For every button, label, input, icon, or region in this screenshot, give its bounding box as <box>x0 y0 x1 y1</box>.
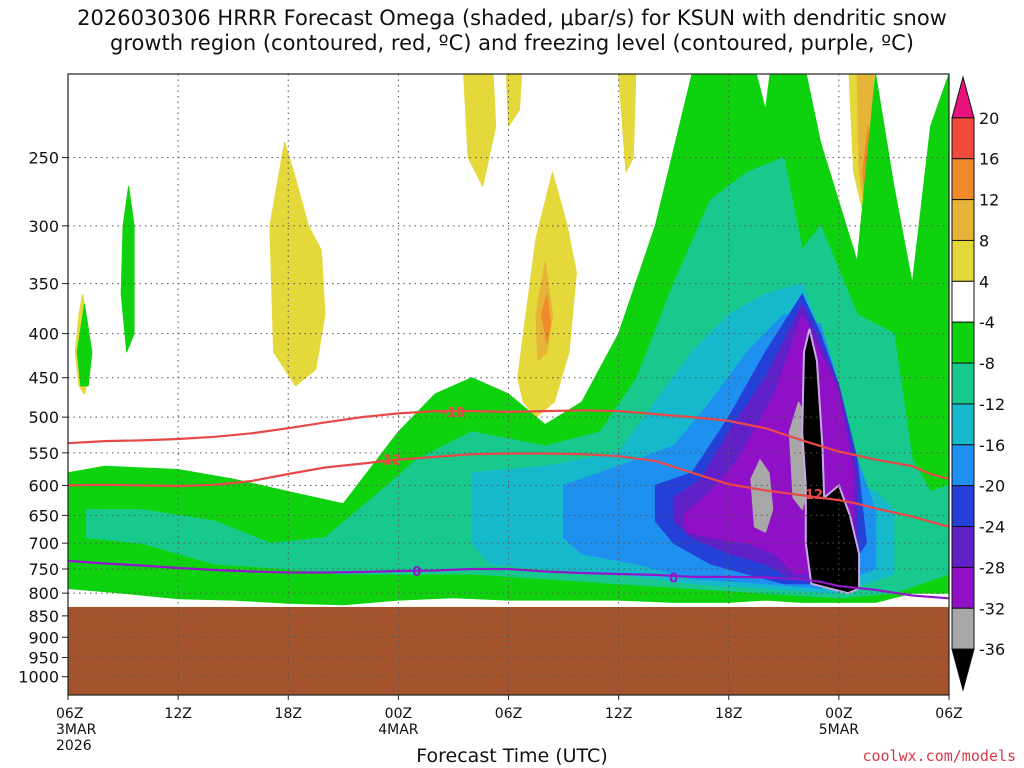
contour-label-2: 0 <box>412 565 421 580</box>
y-tick-label-450: 450 <box>28 369 59 388</box>
chart-title: 2026030306 HRRR Forecast Omega (shaded, … <box>0 6 1024 56</box>
y-tick-label-350: 350 <box>28 275 59 294</box>
contour-label-s1: -12 <box>800 488 824 503</box>
x-tick-label-2: 18Z <box>275 706 302 722</box>
colorbar-bin-11 <box>951 526 975 568</box>
contour-line--18 <box>68 409 949 481</box>
colorbar-bin-4 <box>951 239 975 282</box>
omega-region-8 <box>643 0 667 35</box>
colorbar-label-12: -32 <box>979 599 1005 618</box>
below-ground-mask <box>68 606 949 695</box>
y-tick-label-600: 600 <box>28 476 59 495</box>
y-tick-label-700: 700 <box>28 534 59 553</box>
colorbar-top-arrow <box>951 75 975 119</box>
y-tick-label-850: 850 <box>28 607 59 626</box>
contour-line-0 <box>68 559 949 600</box>
x-tick-label-3: 00Z <box>385 706 412 722</box>
colorbar-bin-9 <box>951 444 975 487</box>
omega-region-1 <box>116 0 123 35</box>
omega-region-13 <box>541 293 552 344</box>
y-tick-label-550: 550 <box>28 444 59 463</box>
contour-label-1: -12 <box>377 454 401 469</box>
colorbar-bin-2 <box>951 158 975 201</box>
x-tick-label-0: 06Z <box>56 706 83 722</box>
x-tick-label-5: 12Z <box>605 706 632 722</box>
omega-region-29 <box>750 459 774 533</box>
colorbar-label-13: -36 <box>979 640 1005 659</box>
chart-title-line-2: growth region (contoured, red, ºC) and f… <box>110 31 914 55</box>
x-tick-year-0: 2026 <box>56 738 92 754</box>
y-tick-label-500: 500 <box>28 408 59 427</box>
y-tick-label-400: 400 <box>28 325 59 344</box>
omega-region-5 <box>505 74 523 127</box>
y-tick-label-950: 950 <box>28 649 59 668</box>
colorbar-label-7: -12 <box>979 395 1005 414</box>
y-tick-label-750: 750 <box>28 560 59 579</box>
contour-label-s2: 0 <box>669 571 678 586</box>
grid-lines <box>68 74 949 695</box>
x-tick-label-8: 06Z <box>935 706 962 722</box>
colorbar-bottom-arrow <box>951 648 975 692</box>
temperature-contours: -18 -12 0 -12 0 <box>68 406 949 600</box>
contour-line--12 <box>68 452 949 528</box>
colorbar-label-4: 4 <box>979 272 989 291</box>
contour-label-0: -18 <box>442 406 466 421</box>
y-tick-label-250: 250 <box>28 149 59 168</box>
x-tick-date-7: 5MAR <box>819 722 860 738</box>
colorbar-label-5: -4 <box>979 313 995 332</box>
colorbar-label-1: 16 <box>979 150 999 169</box>
x-tick-label-6: 18Z <box>715 706 742 722</box>
y-tick-label-650: 650 <box>28 506 59 525</box>
colorbar-bin-13 <box>951 607 975 650</box>
omega-region-7 <box>618 74 637 173</box>
omega-region-20 <box>76 303 93 387</box>
source-credit: coolwx.com/models <box>862 747 1016 765</box>
colorbar-label-11: -28 <box>979 558 1005 577</box>
colorbar-bin-8 <box>951 403 975 446</box>
colorbar-label-10: -24 <box>979 518 1005 537</box>
y-tick-label-900: 900 <box>28 628 59 647</box>
ground-fill <box>68 606 949 695</box>
colorbar-label-6: -8 <box>979 354 995 373</box>
y-tick-label-300: 300 <box>28 217 59 236</box>
colorbar-label-2: 12 <box>979 191 999 210</box>
x-tick-label-4: 06Z <box>495 706 522 722</box>
x-tick-date-3: 4MAR <box>378 722 419 738</box>
colorbar-bin-5 <box>951 280 975 323</box>
omega-region-4 <box>463 74 497 187</box>
x-tick-date-0: 3MAR <box>56 722 97 738</box>
omega-region-outline-31 <box>801 328 861 595</box>
pressure-axis: 250 300 350 400 450 500 550 600 650 700 750 800 850 9… <box>18 149 68 687</box>
colorbar-bin-7 <box>951 362 975 405</box>
y-tick-label-800: 800 <box>28 584 59 603</box>
omega-colorbar: 20 16 12 8 4 -4 -8 -12 -16 -20 -24 -28 -32 -36 <box>951 75 1005 692</box>
x-axis-label: Forecast Time (UTC) <box>416 745 608 767</box>
colorbar-bin-12 <box>951 566 975 609</box>
colorbar-bin-6 <box>951 321 975 364</box>
omega-region-2 <box>150 74 157 75</box>
colorbar-label-3: 8 <box>979 231 989 250</box>
x-tick-label-1: 12Z <box>164 706 191 722</box>
x-tick-label-7: 00Z <box>825 706 852 722</box>
y-tick-label-1000: 1000 <box>18 668 59 687</box>
colorbar-label-9: -20 <box>979 477 1005 496</box>
chart-title-line-1: 2026030306 HRRR Forecast Omega (shaded, … <box>77 6 947 30</box>
colorbar-label-0: 20 <box>979 109 999 128</box>
colorbar-bin-1 <box>951 117 975 160</box>
colorbar-bin-10 <box>951 485 975 528</box>
colorbar-bin-3 <box>951 199 975 241</box>
colorbar-label-8: -16 <box>979 436 1005 455</box>
